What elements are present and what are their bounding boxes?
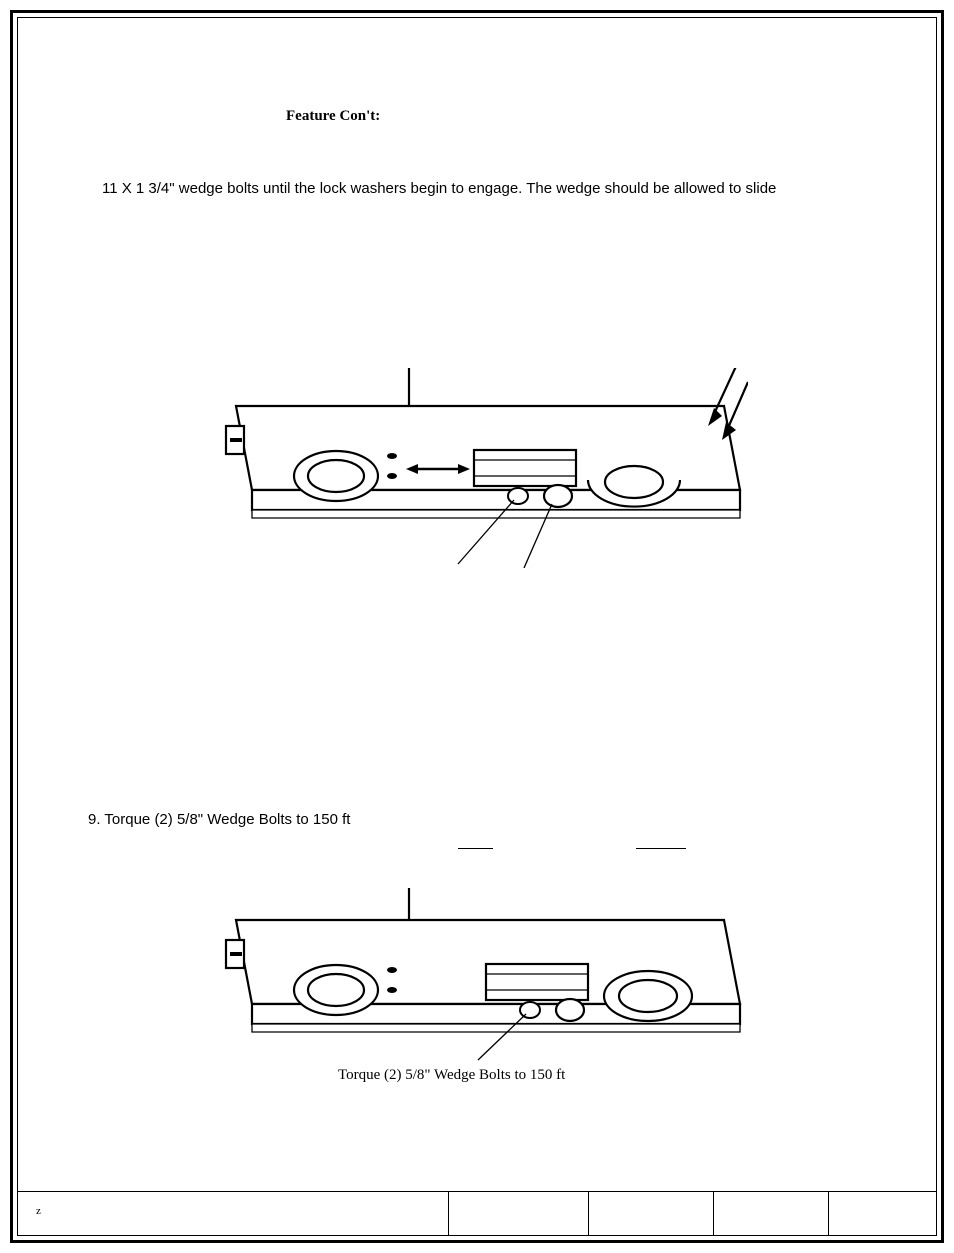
footer-divider-1 [448, 1191, 449, 1235]
footer-divider-2 [588, 1191, 589, 1235]
figure-wedge-assembly-bottom [218, 888, 748, 1068]
page-frame: Feature Con't: 11 X 1 3/4" wedge bolts u… [10, 10, 944, 1243]
underline-segment-1 [458, 848, 493, 849]
footer-table [18, 1191, 936, 1235]
figure-2-caption: Torque (2) 5/8" Wedge Bolts to 150 ft [338, 1067, 565, 1084]
footer-mark: z [36, 1205, 41, 1217]
page-inner-frame: Feature Con't: 11 X 1 3/4" wedge bolts u… [17, 17, 937, 1236]
footer-divider-3 [713, 1191, 714, 1235]
figure-wedge-assembly-top [218, 368, 748, 568]
underline-segment-2 [636, 848, 686, 849]
section-heading: Feature Con't: [286, 108, 380, 125]
footer-divider-4 [828, 1191, 829, 1235]
footer-top-line [18, 1191, 936, 1192]
step-9-text: 9. Torque (2) 5/8" Wedge Bolts to 150 ft [88, 811, 350, 828]
body-text-line: 11 X 1 3/4" wedge bolts until the lock w… [102, 180, 776, 197]
